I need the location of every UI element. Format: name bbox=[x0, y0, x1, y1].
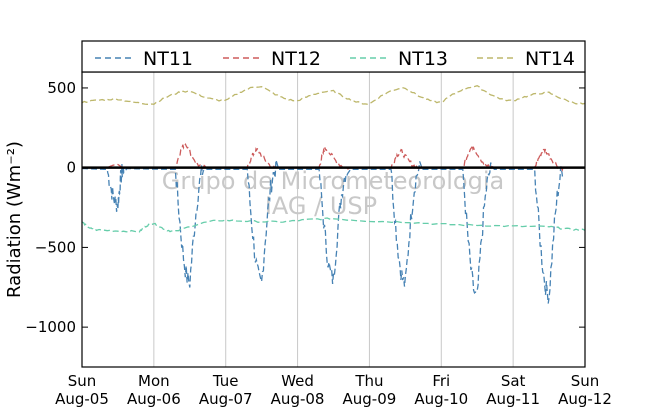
series-lines bbox=[81, 84, 586, 304]
y-tick-label: 0 bbox=[66, 159, 76, 177]
x-tick-label-date: Aug-12 bbox=[558, 390, 612, 408]
series-line-nt12 bbox=[82, 143, 565, 172]
y-axis-label: Radiation (Wm⁻²) bbox=[4, 141, 25, 298]
x-tick-label-date: Aug-05 bbox=[55, 390, 109, 408]
legend-box bbox=[81, 40, 586, 73]
x-axis: SunAug-05MonAug-06TueAug-07WedAug-08ThuA… bbox=[55, 372, 612, 408]
x-tick-label-date: Aug-06 bbox=[127, 390, 181, 408]
x-tick-label-day: Tue bbox=[212, 372, 239, 390]
x-tick-label-day: Wed bbox=[281, 372, 314, 390]
watermark-line-1: Grupo de Micrometeorologia bbox=[162, 167, 504, 195]
series-line-nt13 bbox=[81, 217, 586, 233]
grid-lines bbox=[153, 72, 514, 367]
x-tick-label-date: Aug-11 bbox=[486, 390, 540, 408]
legend-label-nt12: NT12 bbox=[271, 48, 321, 70]
y-tick-label: −500 bbox=[35, 238, 76, 256]
legend-label-nt13: NT13 bbox=[398, 48, 448, 70]
legend: NT11 NT12 NT13 NT14 bbox=[81, 40, 586, 73]
series-line-nt11 bbox=[81, 159, 564, 304]
x-tick-label-day: Mon bbox=[138, 372, 170, 390]
x-tick-label-date: Aug-07 bbox=[199, 390, 253, 408]
x-tick-label-day: Fri bbox=[432, 372, 450, 390]
y-axis: 500 0 −500 −1000 bbox=[25, 79, 585, 336]
legend-label-nt11: NT11 bbox=[143, 48, 193, 70]
x-tick-label-day: Thu bbox=[354, 372, 383, 390]
x-tick-label-day: Sun bbox=[571, 372, 600, 390]
x-tick-label-date: Aug-10 bbox=[414, 390, 468, 408]
y-tick-label: −1000 bbox=[25, 318, 76, 336]
x-tick-label-date: Aug-08 bbox=[271, 390, 325, 408]
y-tick-label: 500 bbox=[47, 79, 76, 97]
x-tick-label-day: Sat bbox=[501, 372, 526, 390]
x-tick-label-date: Aug-09 bbox=[343, 390, 397, 408]
x-tick-label-day: Sun bbox=[68, 372, 97, 390]
legend-label-nt14: NT14 bbox=[525, 48, 575, 70]
series-line-nt14 bbox=[81, 84, 586, 105]
watermark: Grupo de Micrometeorologia IAG / USP bbox=[162, 167, 504, 220]
